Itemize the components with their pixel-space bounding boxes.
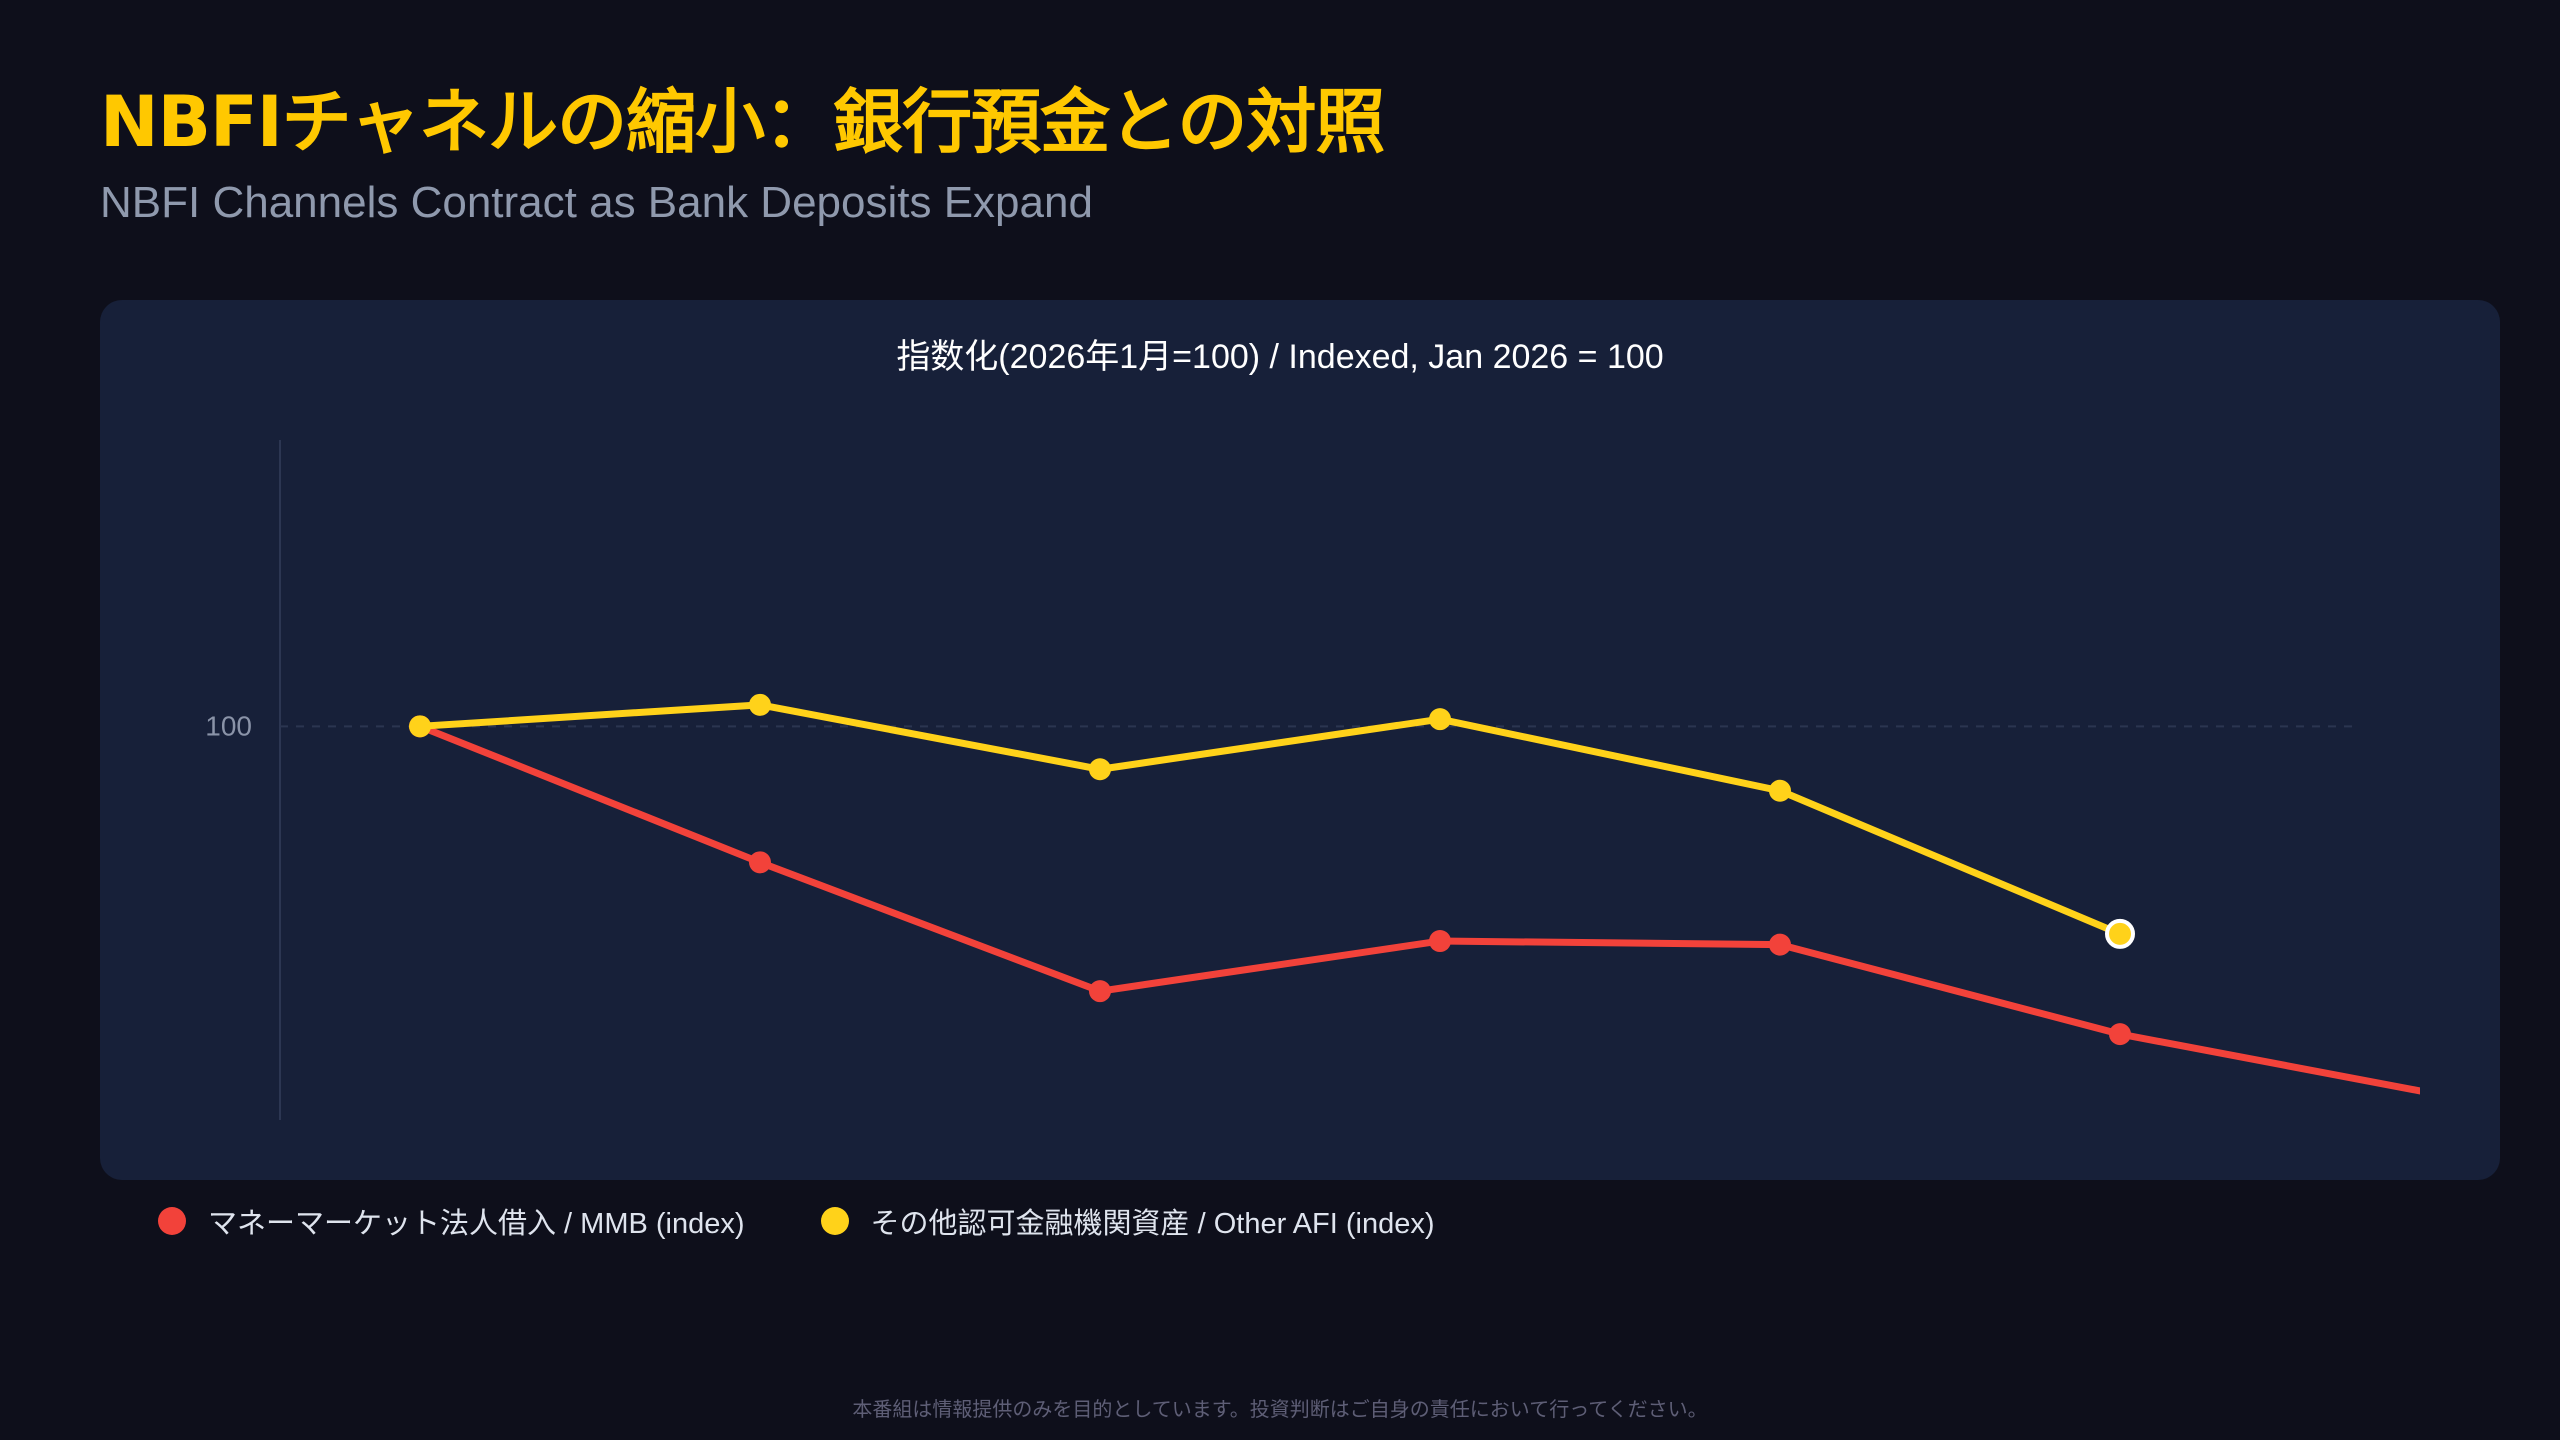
legend-label-mmb: マネーマーケット法人借入 / MMB (index) xyxy=(208,1208,745,1240)
disclaimer: 本番組は情報提供のみを目的としています。投資判断はご自身の責任において行ってくだ… xyxy=(852,1397,1708,1421)
chart-panel: 指数化(2026年1月=100) / Indexed, Jan 2026 = 1… xyxy=(100,300,2500,1180)
data-point-mmb-3 xyxy=(1429,930,1451,953)
data-point-afi-2 xyxy=(1089,758,1111,781)
series-line-afi xyxy=(416,701,2124,938)
legend-label-afi: その他認可金融機関資産 / Other AFI (index) xyxy=(870,1208,1435,1240)
legend-swatch-afi xyxy=(820,1207,849,1235)
data-point-mmb-6 xyxy=(2449,1088,2471,1110)
legend-swatch-mmb xyxy=(158,1207,186,1235)
legend-item-afi: その他認可金融機関資産 / Other AFI (index) xyxy=(820,1200,1435,1242)
page-title: NBFIチャネルの縮小：銀行預金との対照 xyxy=(100,81,1385,163)
data-point-mmb-4 xyxy=(1769,933,1791,956)
data-point-afi-1 xyxy=(749,693,771,716)
data-point-afi-5 xyxy=(2105,918,2135,949)
data-point-afi-3 xyxy=(1429,708,1451,731)
y-tick-label: 100 xyxy=(205,711,252,742)
data-point-afi-0 xyxy=(409,715,431,738)
data-point-mmb-5 xyxy=(2109,1023,2131,1046)
legend-item-mmb: マネーマーケット法人借入 / MMB (index) xyxy=(158,1200,745,1242)
chart-title: 指数化(2026年1月=100) / Indexed, Jan 2026 = 1… xyxy=(896,338,1663,376)
data-point-mmb-2 xyxy=(1089,980,1111,1003)
series-line-mmb xyxy=(416,722,2420,1095)
line-chart: 指数化(2026年1月=100) / Indexed, Jan 2026 = 1… xyxy=(205,338,2471,1120)
chart-legend: マネーマーケット法人借入 / MMB (index) その他認可金融機関資産 /… xyxy=(158,1200,1511,1242)
data-point-afi-4 xyxy=(1769,779,1791,802)
data-point-mmb-1 xyxy=(749,851,771,874)
page-subtitle: NBFI Channels Contract as Bank Deposits … xyxy=(100,178,1093,227)
